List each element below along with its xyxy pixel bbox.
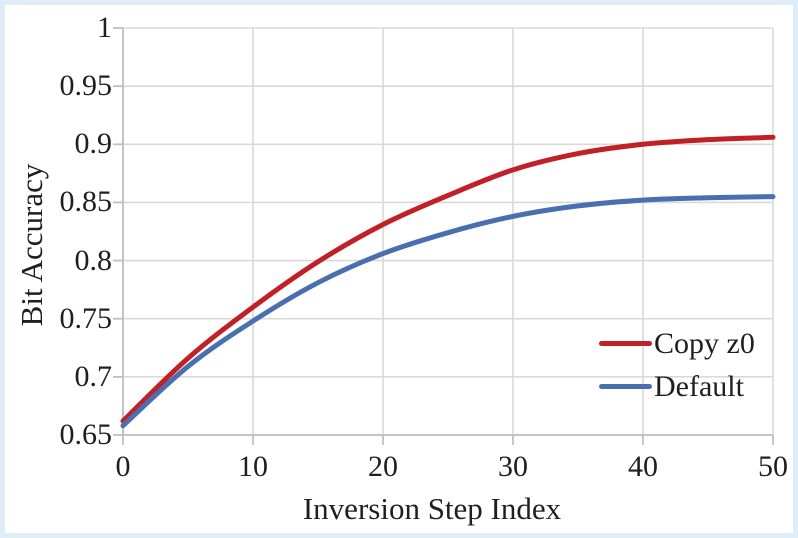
y-tick-label: 0.9 xyxy=(74,127,113,161)
y-tick-label: 0.75 xyxy=(59,301,113,335)
series-line-default xyxy=(120,194,776,429)
x-tick-label: 20 xyxy=(368,450,398,483)
y-axis-title: Bit Accuracy xyxy=(14,163,49,327)
legend-label-default: Default xyxy=(654,369,744,403)
legend-item-copy-z0: Copy z0 xyxy=(599,324,755,363)
legend-item-default: Default xyxy=(599,367,755,406)
x-tick-label: 40 xyxy=(628,450,658,483)
y-tick-label: 0.8 xyxy=(74,243,113,277)
y-tick-label: 0.7 xyxy=(74,359,113,393)
x-tick-label: 0 xyxy=(115,450,131,483)
y-tick-label: 0.65 xyxy=(59,418,113,451)
x-tick-label: 50 xyxy=(758,450,788,483)
y-tick-label: 1 xyxy=(97,11,112,44)
legend-line-swatch-copy-z0 xyxy=(599,341,652,346)
x-tick-label: 30 xyxy=(498,450,528,483)
x-axis-title: Inversion Step Index xyxy=(302,491,562,526)
legend: Copy z0 Default xyxy=(599,324,755,406)
series-line-copy-z0 xyxy=(120,134,776,424)
legend-line-swatch-default xyxy=(599,384,652,389)
y-tick-label: 0.85 xyxy=(59,185,113,219)
y-tick-label: 0.95 xyxy=(59,69,113,103)
plot-area xyxy=(113,27,776,445)
x-tick-label: 10 xyxy=(238,450,268,483)
legend-label-copy-z0: Copy z0 xyxy=(654,326,755,360)
